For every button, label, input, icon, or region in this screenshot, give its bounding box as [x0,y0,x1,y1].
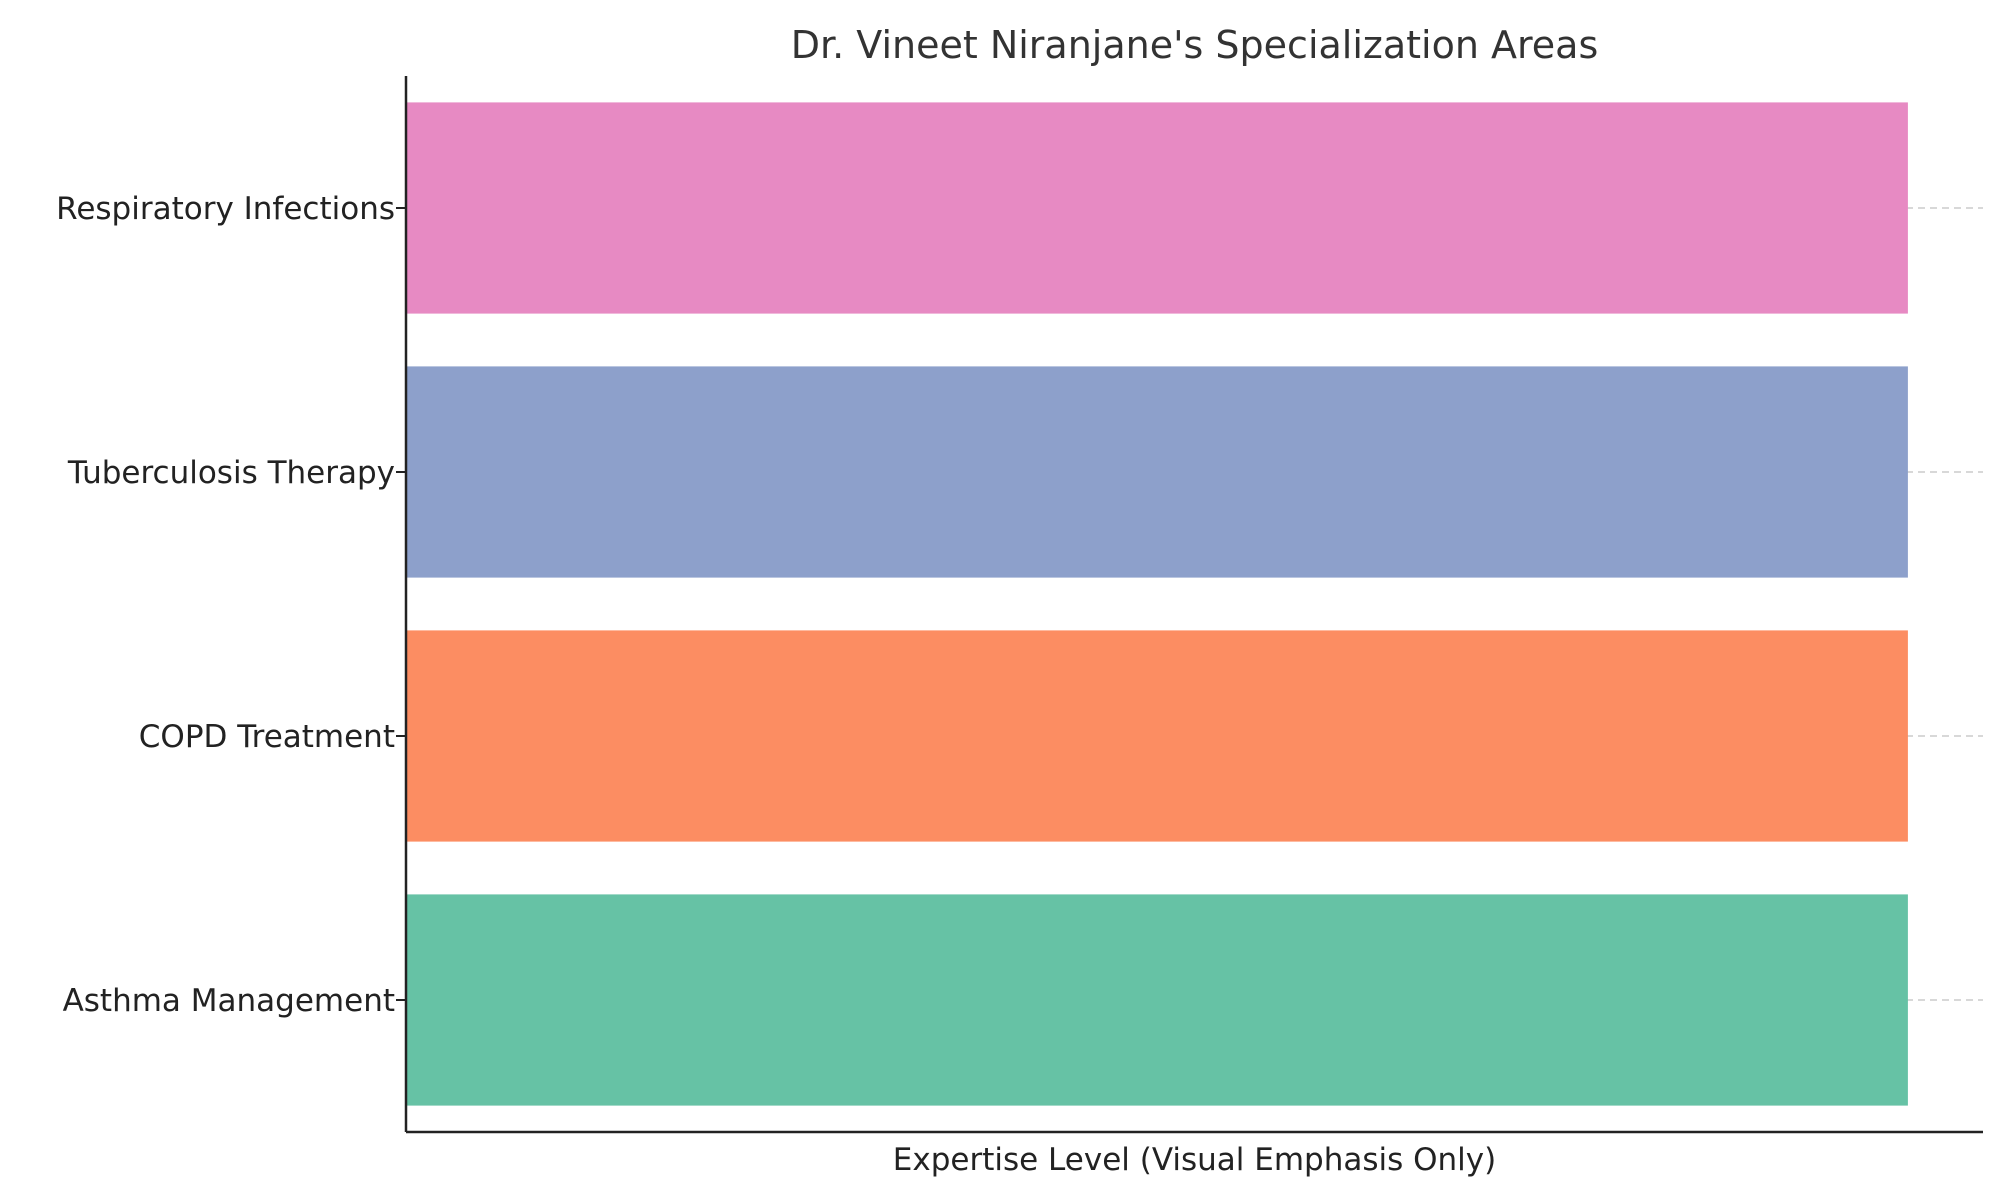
chart-title: Dr. Vineet Niranjane's Specialization Ar… [791,23,1599,67]
y-ticks: Asthma Management COPD Treatment Tuberculo… [56,191,406,1019]
x-axis-label: Expertise Level (Visual Emphasis Only) [893,1142,1496,1178]
gridlines [406,207,1983,1001]
y-tick-label-copd-treatment: COPD Treatment [139,719,395,755]
y-tick-label-asthma-management: Asthma Management [63,983,395,1019]
bar-copd-treatment [406,630,1908,842]
bar-tuberculosis-therapy [406,366,1908,578]
y-tick-label-tuberculosis-therapy: Tuberculosis Therapy [67,455,395,491]
axes [404,76,1983,1134]
y-tick-label-respiratory-infections: Respiratory Infections [56,191,395,227]
bar-asthma-management [406,894,1908,1106]
bars [406,102,1908,1106]
bar-respiratory-infections [406,102,1908,314]
